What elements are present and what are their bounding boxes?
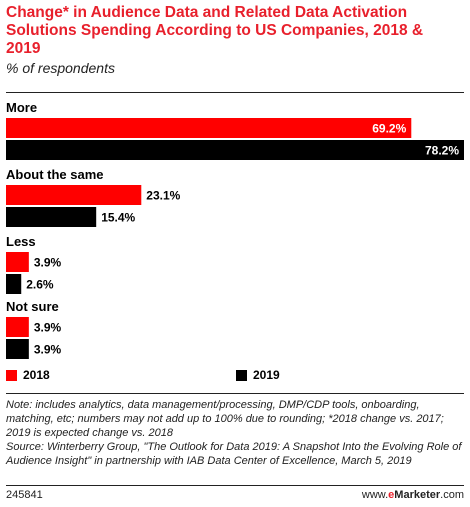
footnote-source: Source: Winterberry Group, "The Outlook … [6,441,462,467]
bar-2019-3 [6,339,29,359]
data-label-2018-1: 23.1% [146,189,180,203]
brand-link[interactable]: www.eMarketer.com [362,489,464,501]
data-label-2018-2: 3.9% [34,256,62,270]
legend-swatch-2018 [6,369,17,381]
legend-label-2018: 2018 [23,368,50,382]
brand-suffix: .com [440,489,464,501]
data-label-2019-0: 78.2% [425,144,459,158]
bar-2018-2 [6,252,29,272]
category-label: Less [6,234,36,249]
legend-item-2019: 2019 [236,368,280,382]
footnote-note: Note: includes analytics, data managemen… [6,399,444,439]
category-label: Not sure [6,299,59,314]
chart-id: 245841 [6,489,43,501]
chart-legend: 2018 2019 [0,368,470,386]
category-label: More [6,100,37,115]
data-label-2018-3: 3.9% [34,321,62,335]
brand-initial: e [388,489,395,501]
chart-title: Change* in Audience Data and Related Dat… [6,4,424,57]
category-label: About the same [6,167,104,182]
footnote: Note: includes analytics, data managemen… [6,398,464,468]
legend-item-2018: 2018 [6,368,50,382]
data-label-2019-2: 2.6% [26,278,54,292]
data-label-2018-0: 69.2% [372,122,406,136]
notes-divider [6,393,464,394]
bar-2019-2 [6,274,22,294]
title-divider [6,92,464,93]
data-label-2019-3: 3.9% [34,343,62,357]
footer-divider [6,485,464,486]
bar-chart: More 69.2% 78.2% About the same 23.1% 15.4% Le… [6,100,464,359]
bar-2018-3 [6,317,29,337]
legend-label-2019: 2019 [253,368,280,382]
legend-swatch-2019 [236,369,247,381]
bar-2019-1 [6,207,97,227]
bar-2019-0 [6,140,464,160]
brand-prefix: www. [361,489,389,501]
bar-2018-0 [6,118,412,138]
brand-name-rest: Marketer [394,489,441,501]
bar-2018-1 [6,185,142,205]
chart-subtitle: % of respondents [6,60,115,76]
data-label-2019-1: 15.4% [101,211,135,225]
